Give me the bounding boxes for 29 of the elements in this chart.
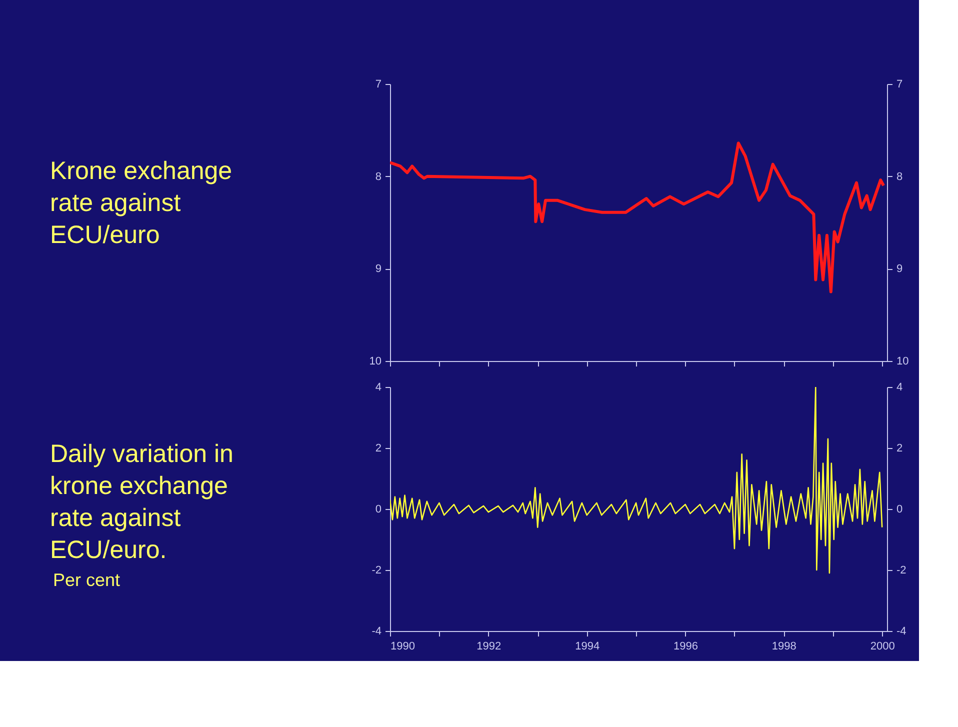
x-tick-label: 1994: [575, 640, 600, 652]
y2-tick-label: 0: [896, 504, 903, 516]
y-tick-label: -4: [372, 626, 382, 638]
y-axis-title: Per cent: [53, 570, 120, 590]
y2-tick-label: 2: [896, 442, 903, 454]
x-tick-label: 1992: [476, 640, 502, 652]
y2-tick-label: 8: [896, 170, 903, 183]
line-series: [390, 142, 886, 294]
y-tick-label: 0: [375, 504, 382, 516]
x-tick-label: 1996: [674, 640, 698, 652]
y-tick-label: 2: [375, 442, 382, 454]
y2-tick-label: 9: [896, 263, 903, 276]
x-tick-label: 1990: [390, 640, 415, 652]
y2-tick-label: -4: [896, 626, 906, 638]
line-series: [390, 387, 883, 574]
y2-tick-label: 10: [896, 356, 909, 368]
y-tick-label: 9: [375, 263, 382, 276]
text: Krone exchange rate against ECU/euro: [50, 157, 232, 249]
y2-tick-label: 7: [896, 78, 903, 90]
x-tick-label: 2000: [870, 640, 895, 652]
y2-tick-label: -2: [896, 564, 906, 576]
x-tick-label: 1998: [772, 640, 796, 652]
y2-tick-label: 4: [896, 382, 903, 394]
text: Daily variation in krone exchange rate against ECU/euro.: [50, 440, 234, 564]
y-tick-label: 10: [369, 356, 382, 368]
y-tick-label: 7: [375, 78, 382, 90]
y-tick-label: 8: [375, 170, 382, 183]
y-tick-label: 4: [375, 382, 382, 394]
y-tick-label: -2: [372, 564, 382, 576]
